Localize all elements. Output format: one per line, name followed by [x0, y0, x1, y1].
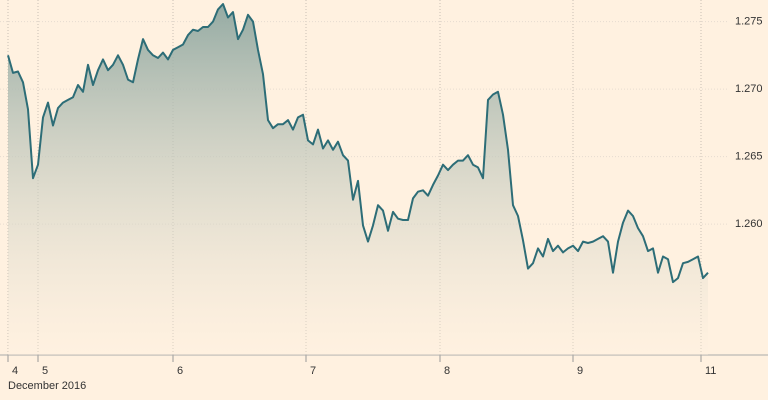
x-axis-label: December 2016 — [8, 380, 86, 392]
x-tick-label: 5 — [42, 365, 48, 377]
y-tick-label: 1.275 — [735, 16, 763, 28]
x-tick-label: 4 — [12, 365, 18, 377]
x-tick-label: 11 — [705, 365, 716, 377]
y-tick-label: 1.265 — [735, 150, 763, 162]
area-fill — [8, 4, 708, 355]
x-tick-label: 9 — [577, 365, 583, 377]
x-tick-label: 8 — [444, 365, 450, 377]
y-tick-label: 1.260 — [735, 218, 763, 230]
y-tick-label: 1.270 — [735, 83, 763, 95]
price-line — [7, 3, 709, 284]
x-tick-label: 6 — [177, 365, 183, 377]
x-tick-label: 7 — [310, 365, 316, 377]
